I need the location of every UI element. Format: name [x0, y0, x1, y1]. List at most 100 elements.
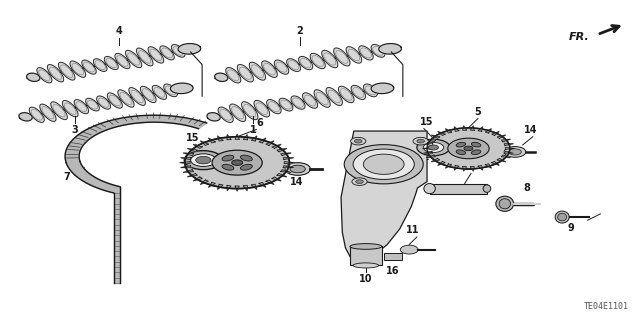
- Polygon shape: [314, 90, 330, 107]
- Polygon shape: [19, 113, 32, 121]
- Polygon shape: [266, 180, 274, 184]
- Polygon shape: [66, 162, 120, 193]
- Polygon shape: [424, 151, 433, 153]
- Polygon shape: [454, 127, 459, 131]
- Polygon shape: [431, 159, 440, 162]
- Polygon shape: [287, 59, 301, 71]
- Circle shape: [417, 139, 424, 143]
- Ellipse shape: [472, 150, 481, 154]
- Polygon shape: [237, 64, 253, 82]
- Bar: [350, 247, 382, 265]
- Polygon shape: [463, 126, 467, 130]
- Polygon shape: [438, 131, 445, 136]
- Polygon shape: [235, 134, 239, 139]
- Circle shape: [290, 165, 305, 173]
- Circle shape: [428, 145, 438, 150]
- Polygon shape: [104, 56, 118, 70]
- Polygon shape: [333, 48, 350, 66]
- Polygon shape: [180, 166, 191, 168]
- Polygon shape: [272, 145, 281, 148]
- Polygon shape: [346, 47, 362, 63]
- Ellipse shape: [222, 164, 234, 170]
- Text: 8: 8: [524, 183, 531, 193]
- Polygon shape: [281, 153, 291, 156]
- Text: 2: 2: [296, 26, 303, 36]
- Polygon shape: [284, 162, 294, 164]
- Polygon shape: [259, 138, 266, 143]
- Polygon shape: [463, 167, 467, 171]
- Text: 14: 14: [524, 125, 538, 136]
- Polygon shape: [492, 131, 499, 136]
- Circle shape: [355, 139, 362, 143]
- Polygon shape: [426, 155, 436, 158]
- Polygon shape: [129, 88, 145, 105]
- Text: 15: 15: [186, 133, 199, 143]
- Polygon shape: [218, 136, 223, 141]
- Text: 5: 5: [475, 107, 481, 117]
- Polygon shape: [40, 104, 56, 122]
- Text: FR.: FR.: [568, 32, 589, 42]
- Polygon shape: [445, 164, 452, 168]
- Polygon shape: [226, 68, 241, 83]
- Polygon shape: [29, 107, 44, 122]
- Polygon shape: [351, 85, 365, 100]
- Text: 12: 12: [417, 152, 430, 162]
- Polygon shape: [506, 147, 515, 149]
- Circle shape: [184, 151, 223, 170]
- Polygon shape: [341, 131, 427, 262]
- Text: 11: 11: [406, 226, 419, 235]
- Polygon shape: [180, 158, 191, 160]
- Ellipse shape: [353, 263, 379, 268]
- Polygon shape: [326, 87, 342, 106]
- Polygon shape: [118, 90, 134, 107]
- Polygon shape: [339, 86, 354, 103]
- Polygon shape: [485, 129, 492, 133]
- Polygon shape: [497, 135, 506, 138]
- Polygon shape: [364, 84, 378, 97]
- Polygon shape: [277, 148, 287, 152]
- Polygon shape: [478, 166, 483, 170]
- Circle shape: [353, 149, 414, 179]
- Text: 7: 7: [63, 172, 70, 182]
- Polygon shape: [193, 145, 202, 148]
- Bar: [429, 183, 487, 194]
- Polygon shape: [97, 96, 111, 109]
- Polygon shape: [424, 144, 433, 145]
- Polygon shape: [454, 166, 459, 170]
- Ellipse shape: [350, 244, 382, 249]
- Polygon shape: [27, 73, 40, 81]
- Polygon shape: [470, 167, 474, 171]
- Polygon shape: [497, 159, 506, 162]
- Ellipse shape: [222, 155, 234, 161]
- Polygon shape: [37, 68, 52, 83]
- Polygon shape: [379, 44, 401, 54]
- Polygon shape: [272, 177, 281, 181]
- Polygon shape: [249, 62, 266, 80]
- Polygon shape: [188, 148, 197, 152]
- Polygon shape: [62, 100, 78, 117]
- Polygon shape: [279, 98, 293, 111]
- Ellipse shape: [496, 196, 514, 211]
- Circle shape: [196, 156, 211, 164]
- Polygon shape: [504, 144, 513, 145]
- Circle shape: [423, 142, 444, 152]
- Ellipse shape: [557, 213, 566, 221]
- Polygon shape: [291, 96, 305, 109]
- Polygon shape: [235, 186, 239, 191]
- Polygon shape: [254, 100, 269, 117]
- Ellipse shape: [472, 142, 481, 147]
- Polygon shape: [371, 44, 385, 57]
- Polygon shape: [470, 126, 474, 130]
- Polygon shape: [51, 102, 67, 120]
- Circle shape: [509, 149, 522, 155]
- Polygon shape: [262, 61, 277, 78]
- Polygon shape: [178, 44, 201, 54]
- Text: 14: 14: [290, 177, 303, 187]
- Polygon shape: [243, 135, 248, 140]
- Polygon shape: [359, 46, 373, 60]
- Polygon shape: [114, 187, 120, 283]
- Polygon shape: [426, 139, 436, 142]
- Polygon shape: [160, 46, 174, 60]
- Polygon shape: [207, 113, 220, 121]
- Polygon shape: [252, 184, 257, 189]
